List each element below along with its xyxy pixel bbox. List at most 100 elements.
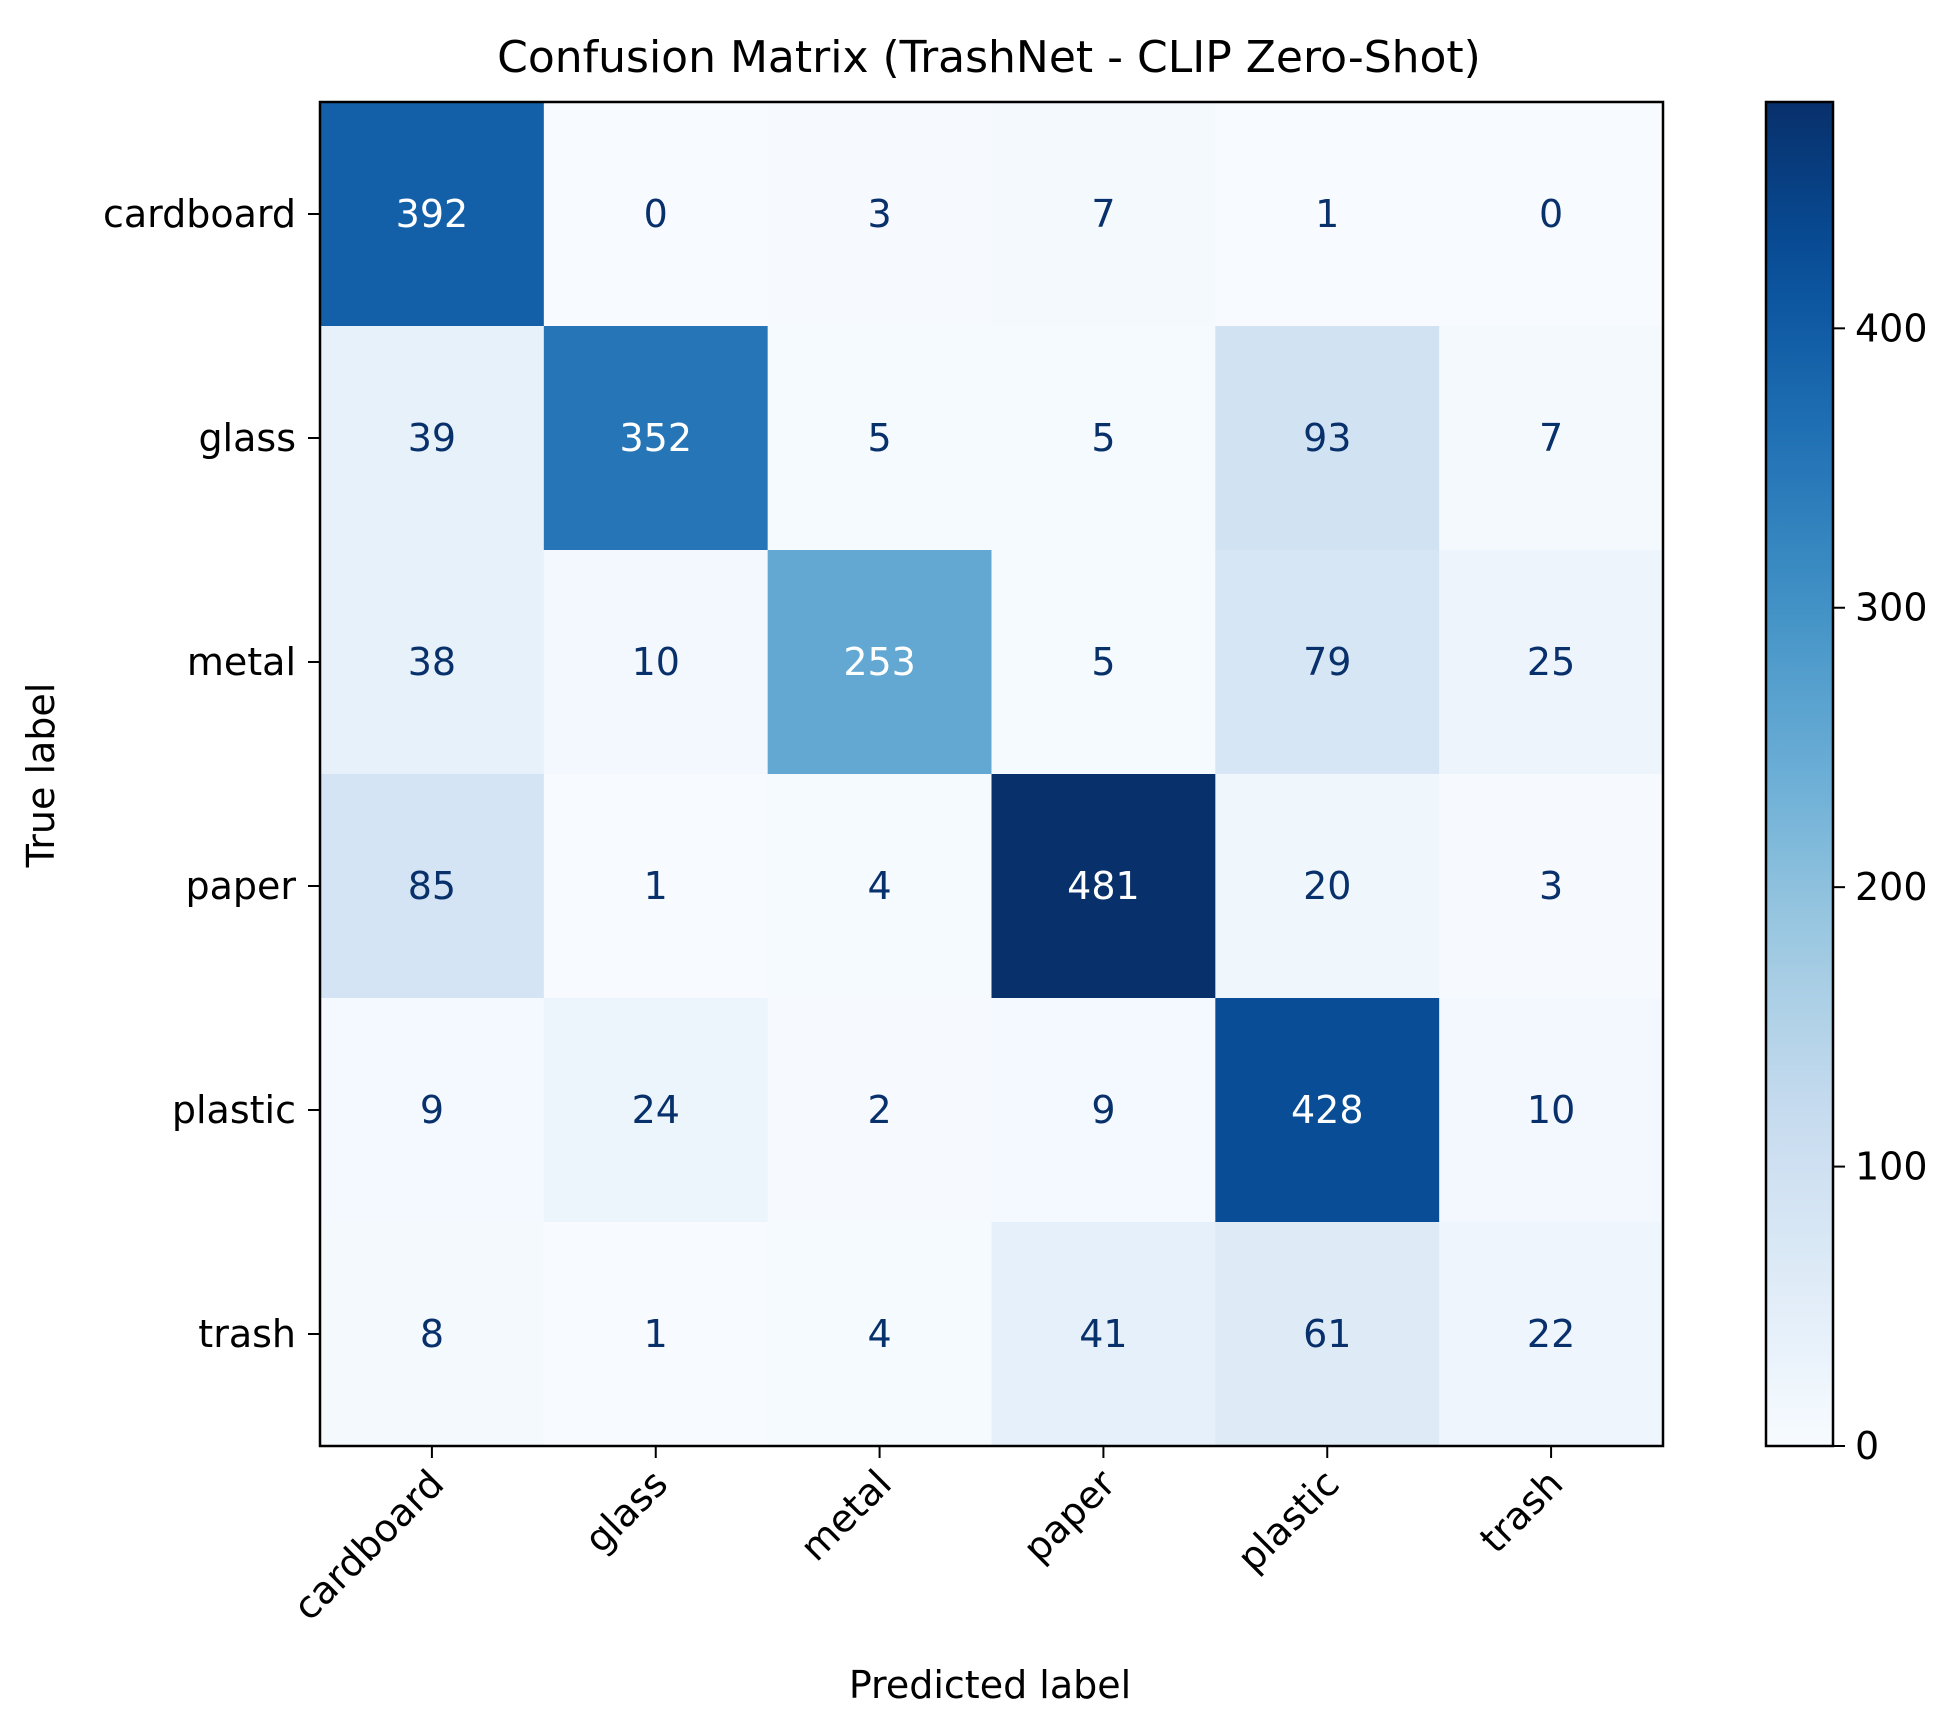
x-axis-label: Predicted label xyxy=(849,1663,1131,1707)
cell-cardboard-paper xyxy=(991,102,1216,327)
cell-value-paper-cardboard: 85 xyxy=(408,864,456,908)
cell-value-paper-glass: 1 xyxy=(644,864,668,908)
cell-plastic-cardboard xyxy=(320,998,545,1223)
cell-metal-glass xyxy=(543,550,769,775)
cell-trash-cardboard xyxy=(320,1222,545,1447)
cell-value-paper-trash: 3 xyxy=(1539,864,1563,908)
cell-value-metal-metal: 253 xyxy=(843,640,916,684)
cell-value-glass-plastic: 93 xyxy=(1303,416,1351,460)
cell-metal-metal xyxy=(767,550,992,775)
x-tick-label-cardboard: cardboard xyxy=(285,1461,453,1629)
cell-metal-cardboard xyxy=(320,550,545,775)
colorbar-tick-label-200: 200 xyxy=(1855,865,1928,909)
x-tick-label-paper: paper xyxy=(1015,1461,1125,1571)
colorbar-tick-label-300: 300 xyxy=(1855,586,1928,630)
cell-trash-trash xyxy=(1439,1222,1664,1447)
cell-value-plastic-metal: 2 xyxy=(867,1088,891,1132)
cell-glass-paper xyxy=(991,326,1216,551)
cell-metal-plastic xyxy=(1215,550,1440,775)
cell-value-metal-trash: 25 xyxy=(1527,640,1575,684)
colorbar-tick-label-400: 400 xyxy=(1855,306,1928,350)
cell-value-paper-paper: 481 xyxy=(1067,864,1140,908)
cell-cardboard-metal xyxy=(767,102,992,327)
cell-cardboard-glass xyxy=(543,102,769,327)
cell-value-trash-glass: 1 xyxy=(644,1312,668,1356)
cell-value-cardboard-metal: 3 xyxy=(867,192,891,236)
cell-glass-cardboard xyxy=(320,326,545,551)
y-tick-label-trash: trash xyxy=(198,1312,296,1356)
cell-cardboard-trash xyxy=(1439,102,1664,327)
y-axis: cardboard glass metal paper plastic trash xyxy=(103,192,320,1356)
cell-trash-paper xyxy=(991,1222,1216,1447)
cell-value-plastic-paper: 9 xyxy=(1091,1088,1115,1132)
cell-paper-glass xyxy=(543,774,769,999)
cell-glass-trash xyxy=(1439,326,1664,551)
x-tick-label-plastic: plastic xyxy=(1229,1461,1348,1580)
cell-plastic-metal xyxy=(767,998,992,1223)
cell-trash-glass xyxy=(543,1222,769,1447)
cell-glass-metal xyxy=(767,326,992,551)
cell-trash-plastic xyxy=(1215,1222,1440,1447)
cell-metal-paper xyxy=(991,550,1216,775)
y-tick-label-metal: metal xyxy=(187,640,296,684)
cell-trash-metal xyxy=(767,1222,992,1447)
cell-plastic-trash xyxy=(1439,998,1664,1223)
colorbar: 0 100 200 300 400 xyxy=(1764,100,1928,1468)
x-tick-label-trash: trash xyxy=(1471,1461,1571,1561)
cell-value-paper-plastic: 20 xyxy=(1303,864,1351,908)
cell-value-cardboard-glass: 0 xyxy=(644,192,668,236)
plot-frame xyxy=(318,100,1665,1448)
colorbar-tick-label-0: 0 xyxy=(1855,1424,1879,1468)
cell-value-metal-glass: 10 xyxy=(632,640,680,684)
cell-value-paper-metal: 4 xyxy=(867,864,891,908)
cell-value-metal-plastic: 79 xyxy=(1303,640,1351,684)
cell-value-glass-glass: 352 xyxy=(619,416,692,460)
cell-cardboard-cardboard xyxy=(320,102,545,327)
cell-value-trash-paper: 41 xyxy=(1079,1312,1127,1356)
y-tick-label-plastic: plastic xyxy=(172,1088,296,1132)
colorbar-tick-label-100: 100 xyxy=(1855,1145,1928,1189)
cell-metal-trash xyxy=(1439,550,1664,775)
cell-plastic-plastic xyxy=(1215,998,1440,1223)
cell-plastic-glass xyxy=(543,998,769,1223)
heatmap-cells xyxy=(320,102,1664,1447)
y-tick-label-paper: paper xyxy=(185,864,296,908)
cell-value-glass-cardboard: 39 xyxy=(408,416,456,460)
cell-value-plastic-glass: 24 xyxy=(632,1088,680,1132)
cell-glass-plastic xyxy=(1215,326,1440,551)
cell-value-cardboard-plastic: 1 xyxy=(1315,192,1339,236)
cell-value-trash-trash: 22 xyxy=(1527,1312,1575,1356)
cell-value-trash-metal: 4 xyxy=(867,1312,891,1356)
chart-title: Confusion Matrix (TrashNet - CLIP Zero-S… xyxy=(497,32,1481,83)
y-tick-label-cardboard: cardboard xyxy=(103,192,296,236)
cell-glass-glass xyxy=(543,326,769,551)
cell-value-glass-trash: 7 xyxy=(1539,416,1563,460)
cell-value-metal-paper: 5 xyxy=(1091,640,1115,684)
x-tick-label-glass: glass xyxy=(576,1461,676,1561)
cell-value-trash-plastic: 61 xyxy=(1303,1312,1351,1356)
colorbar-gradient xyxy=(1764,100,1835,1448)
cell-paper-plastic xyxy=(1215,774,1440,999)
cell-value-plastic-plastic: 428 xyxy=(1291,1088,1364,1132)
cell-value-cardboard-trash: 0 xyxy=(1539,192,1563,236)
cell-value-cardboard-cardboard: 392 xyxy=(396,192,469,236)
cell-value-metal-cardboard: 38 xyxy=(408,640,456,684)
cell-value-plastic-cardboard: 9 xyxy=(420,1088,444,1132)
cell-cardboard-plastic xyxy=(1215,102,1440,327)
x-tick-label-metal: metal xyxy=(792,1461,900,1569)
cell-paper-cardboard xyxy=(320,774,545,999)
cell-paper-metal xyxy=(767,774,992,999)
y-tick-label-glass: glass xyxy=(198,416,296,460)
x-axis: cardboard glass metal paper plastic trash xyxy=(285,1446,1571,1629)
cell-paper-paper xyxy=(991,774,1216,999)
cell-value-glass-metal: 5 xyxy=(867,416,891,460)
cell-value-plastic-trash: 10 xyxy=(1527,1088,1575,1132)
cell-plastic-paper xyxy=(991,998,1216,1223)
cell-value-trash-cardboard: 8 xyxy=(420,1312,444,1356)
cell-value-cardboard-paper: 7 xyxy=(1091,192,1115,236)
cell-value-glass-paper: 5 xyxy=(1091,416,1115,460)
cell-paper-trash xyxy=(1439,774,1664,999)
